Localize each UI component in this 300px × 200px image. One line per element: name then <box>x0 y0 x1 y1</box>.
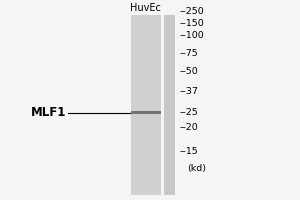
Bar <box>130 15 160 195</box>
Bar <box>164 15 175 195</box>
Text: --37: --37 <box>180 87 199 96</box>
Text: --25: --25 <box>180 108 199 117</box>
Text: (kd): (kd) <box>188 163 206 172</box>
Text: --50: --50 <box>180 68 199 76</box>
Text: --20: --20 <box>180 122 199 132</box>
Text: --150: --150 <box>180 19 205 27</box>
Text: --15: --15 <box>180 146 199 156</box>
Text: MLF1: MLF1 <box>31 106 66 119</box>
Text: HuvEc: HuvEc <box>130 3 161 13</box>
Bar <box>130 111 160 114</box>
Text: --100: --100 <box>180 30 205 40</box>
Text: --75: --75 <box>180 48 199 58</box>
Text: --250: --250 <box>180 6 205 16</box>
